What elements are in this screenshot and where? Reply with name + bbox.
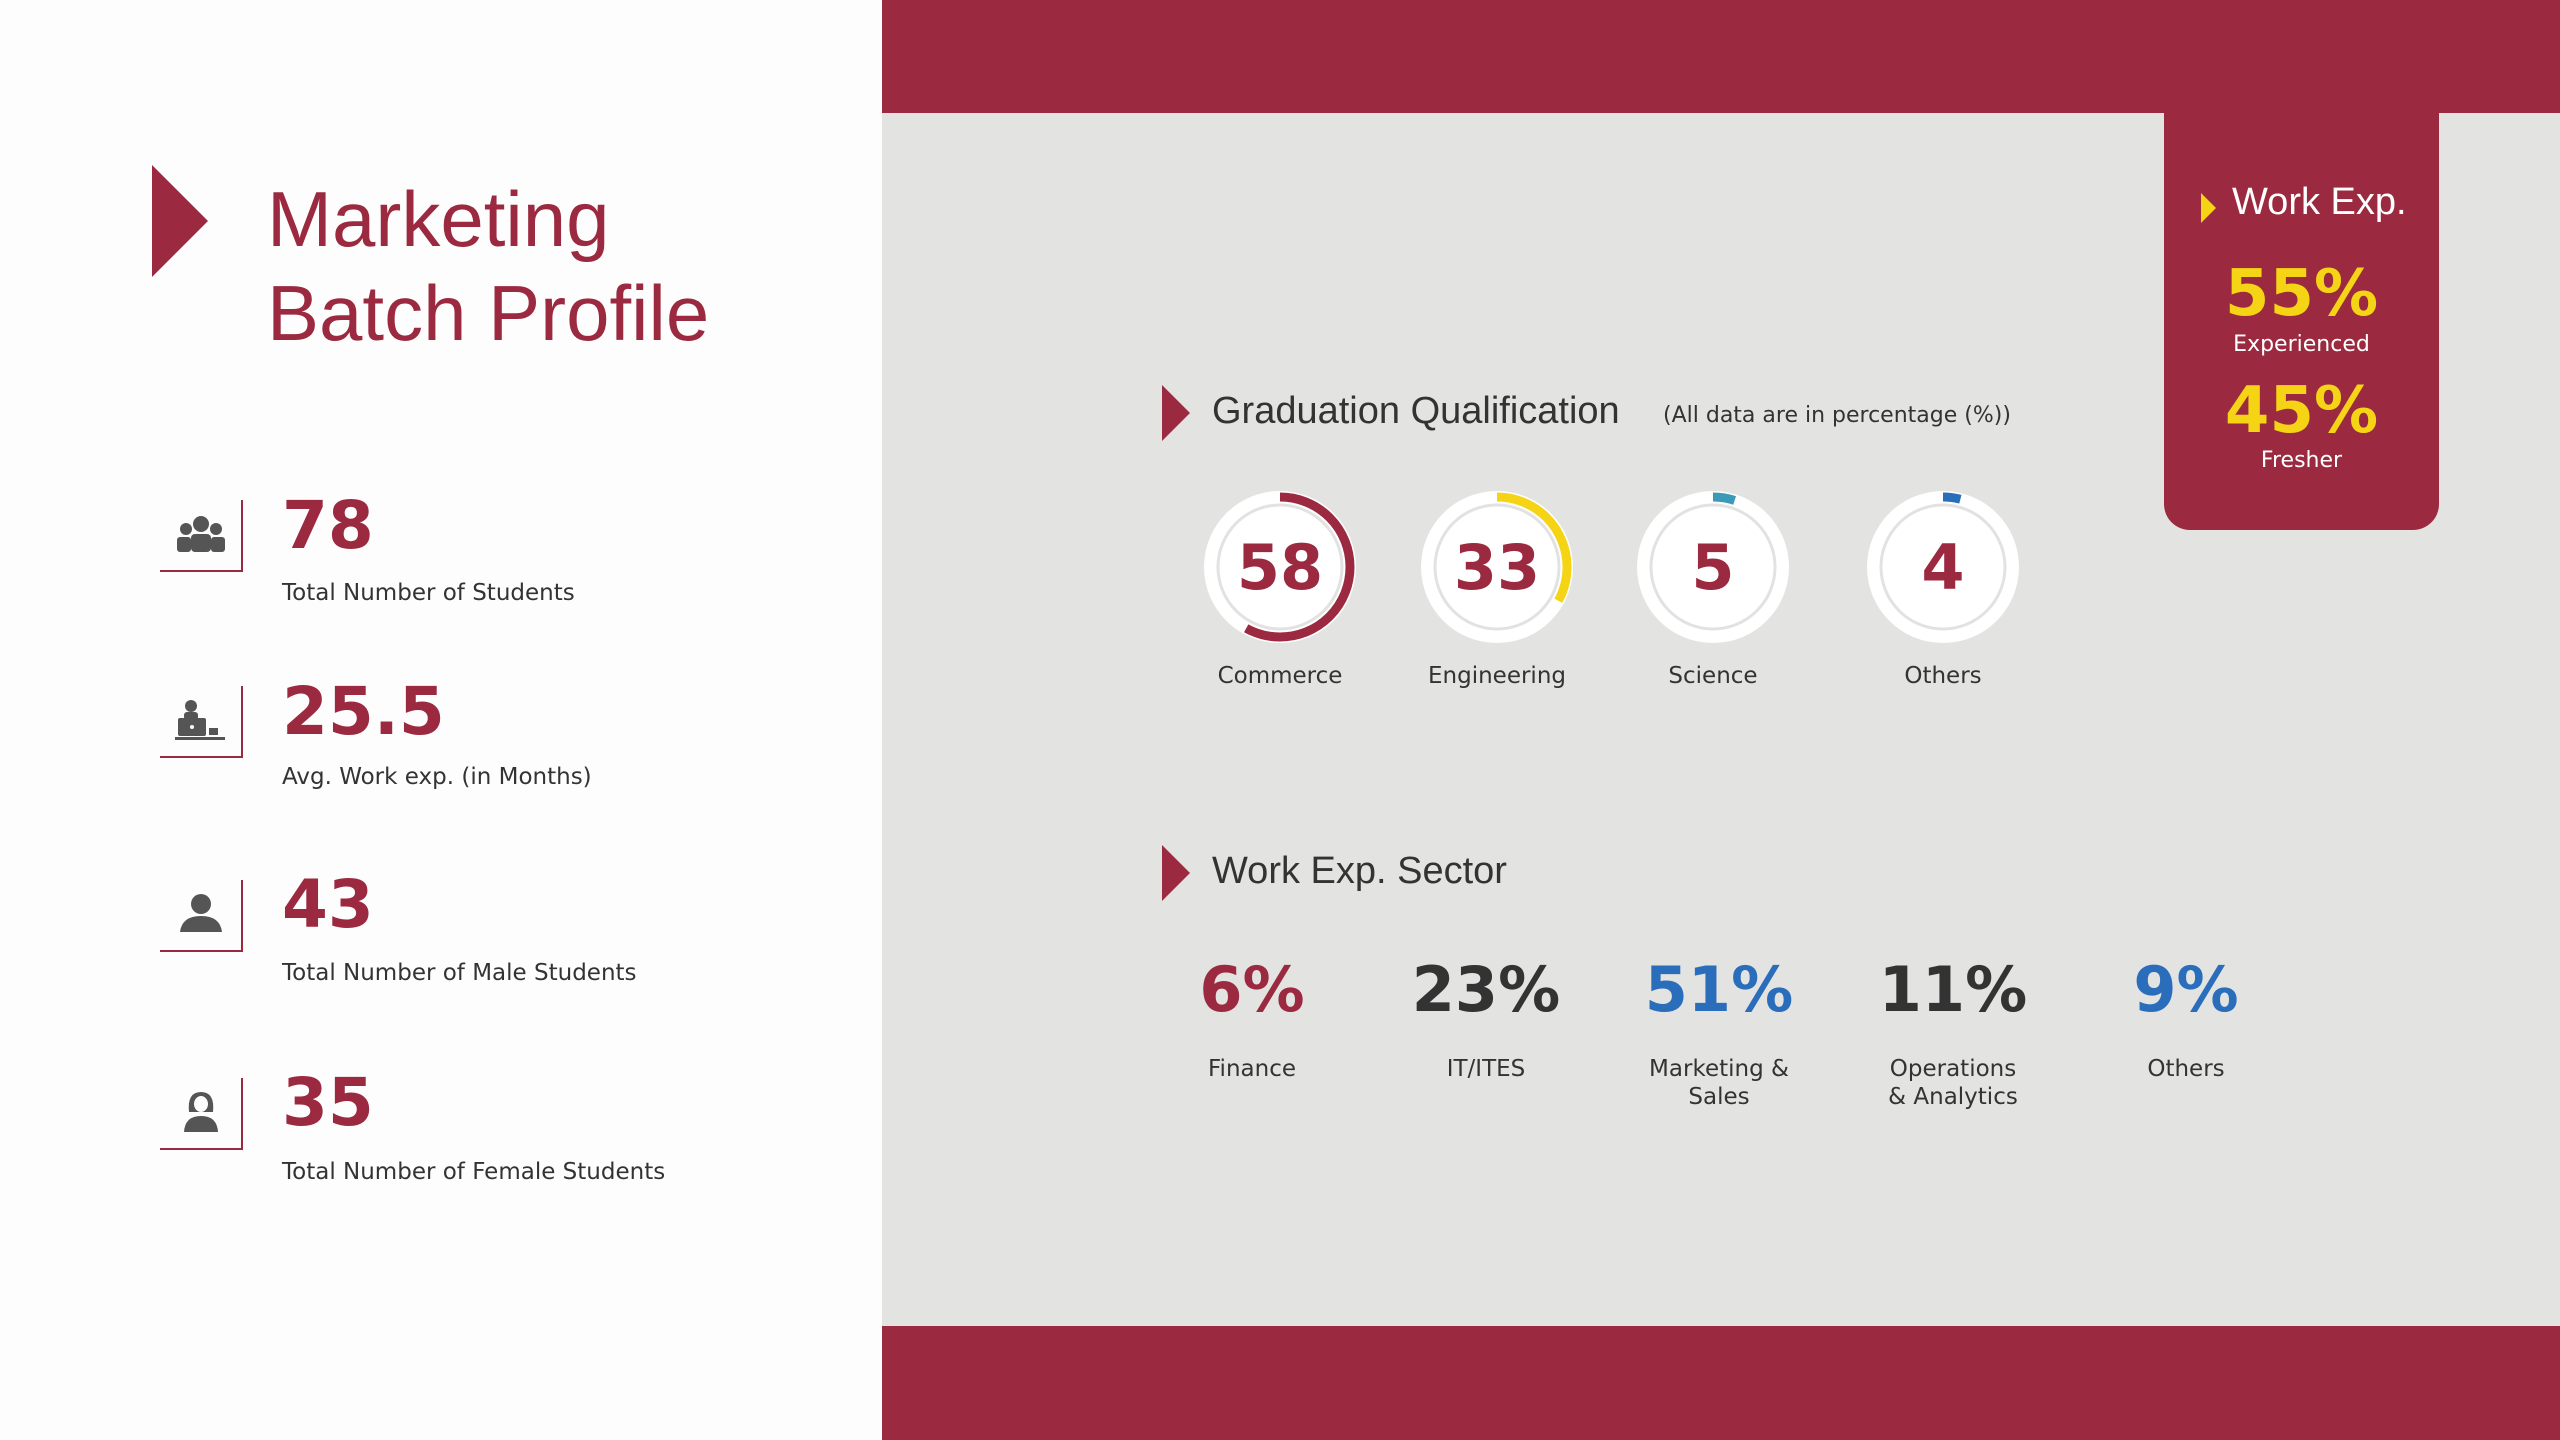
- sector-label: Operations & Analytics: [1888, 1056, 2018, 1110]
- section-triangle-icon: [1162, 385, 1190, 441]
- experienced-value: 55%: [2224, 257, 2379, 331]
- stat-label: Total Number of Male Students: [282, 960, 637, 986]
- donut-label: Science: [1668, 663, 1758, 689]
- sector-label: IT/ITES: [1446, 1056, 1526, 1082]
- donut-arc: [1205, 492, 1355, 642]
- donut-ring: [1204, 491, 1356, 643]
- group-icon: [160, 500, 243, 572]
- person-laptop-icon: [160, 686, 243, 758]
- sector-value: 11%: [1878, 953, 2028, 1026]
- stat-value: 43: [282, 866, 374, 943]
- sector-value: 9%: [2133, 953, 2239, 1026]
- sector-label: Finance: [1208, 1056, 1296, 1082]
- stat-label: Total Number of Students: [282, 580, 575, 606]
- donut-value: 58: [1236, 530, 1324, 604]
- donut-others: 4: [1863, 487, 2023, 647]
- donut-value: 33: [1453, 530, 1541, 604]
- sector-heading: Work Exp. Sector: [1212, 850, 1507, 892]
- donut-ring: [1867, 491, 2019, 643]
- donut-label: Commerce: [1217, 663, 1343, 689]
- donut-value: 4: [1921, 530, 1965, 604]
- donut-label: Others: [1904, 663, 1982, 689]
- donut-engineering: 33: [1417, 487, 1577, 647]
- card-triangle-icon: [2201, 193, 2216, 223]
- section-triangle-icon: [1162, 845, 1190, 901]
- donut-value: 5: [1691, 530, 1735, 604]
- left-panel: [0, 0, 882, 1440]
- stat-value: 78: [282, 487, 374, 564]
- female-user-icon: [160, 1078, 243, 1150]
- sector-value: 51%: [1644, 953, 1794, 1026]
- graduation-note: (All data are in percentage (%)): [1663, 403, 2011, 428]
- work-exp-card: Work Exp. 55% Experienced 45% Fresher: [2164, 113, 2439, 530]
- title-line-1: Marketing: [267, 175, 610, 263]
- graduation-heading: Graduation Qualification: [1212, 390, 1620, 432]
- stat-value: 35: [282, 1064, 374, 1141]
- sector-label: Others: [2147, 1056, 2225, 1082]
- donut-ring: [1421, 491, 1573, 643]
- donut-arc: [1422, 492, 1572, 642]
- stat-label: Total Number of Female Students: [282, 1159, 666, 1185]
- sector-value: 23%: [1411, 953, 1561, 1026]
- experienced-label: Experienced: [2233, 332, 2370, 357]
- page-title: Marketing Batch Profile: [267, 172, 709, 360]
- stat-value: 25.5: [282, 673, 445, 750]
- sector-value: 6%: [1199, 953, 1305, 1026]
- donut-commerce: 58: [1200, 487, 1360, 647]
- fresher-value: 45%: [2224, 374, 2379, 448]
- donut-arc: [1868, 492, 2018, 642]
- bottom-banner: [882, 1326, 2560, 1440]
- donut-ring: [1637, 491, 1789, 643]
- top-banner: [882, 0, 2560, 113]
- sector-label: Marketing & Sales: [1649, 1056, 1789, 1110]
- donut-arc: [1638, 492, 1788, 642]
- male-user-icon: [160, 880, 243, 952]
- title-triangle-icon: [152, 165, 208, 277]
- work-exp-heading: Work Exp.: [2232, 181, 2407, 223]
- donut-science: 5: [1633, 487, 1793, 647]
- stat-label: Avg. Work exp. (in Months): [282, 764, 592, 790]
- title-line-2: Batch Profile: [267, 269, 710, 357]
- donut-label: Engineering: [1428, 663, 1566, 689]
- fresher-label: Fresher: [2260, 448, 2343, 473]
